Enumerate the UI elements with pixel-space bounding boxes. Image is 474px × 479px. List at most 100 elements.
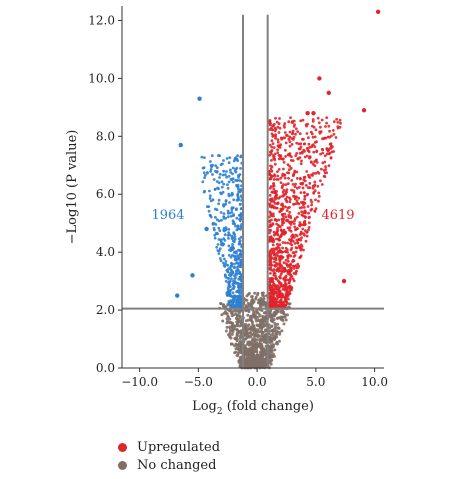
point-upregulated: [321, 151, 325, 155]
point-downregulated: [239, 212, 243, 216]
point-upregulated: [284, 183, 288, 187]
point-no-changed: [238, 316, 242, 320]
point-no-changed: [249, 357, 252, 361]
point-upregulated: [317, 195, 321, 198]
point-upregulated: [276, 233, 280, 237]
point-upregulated: [269, 224, 273, 228]
point-upregulated: [295, 234, 299, 238]
point-downregulated: [237, 264, 241, 268]
point-upregulated: [296, 157, 300, 161]
point-upregulated: [299, 255, 302, 259]
point-downregulated: [211, 198, 215, 202]
point-no-changed: [270, 358, 274, 362]
point-upregulated: [271, 124, 275, 127]
point-upregulated: [288, 200, 292, 204]
point-downregulated: [209, 160, 212, 163]
point-upregulated: [305, 230, 309, 234]
point-upregulated: [288, 278, 292, 282]
point-downregulated: [235, 251, 238, 255]
point-no-changed: [229, 336, 233, 340]
point-downregulated: [226, 183, 229, 187]
point-upregulated: [316, 116, 320, 120]
point-downregulated: [217, 219, 221, 223]
point-upregulated: [274, 258, 278, 262]
point-upregulated: [306, 205, 310, 208]
point-no-changed: [247, 361, 251, 365]
point-upregulated: [268, 173, 271, 177]
point-no-changed: [230, 342, 234, 346]
point-upregulated: [283, 122, 287, 125]
point-no-changed: [249, 352, 253, 356]
point-upregulated: [294, 182, 297, 186]
point-upregulated: [281, 268, 285, 272]
point-upregulated: [307, 216, 311, 220]
point-downregulated: [223, 265, 227, 268]
point-no-changed: [238, 364, 242, 368]
point-upregulated: [292, 125, 296, 128]
point-upregulated: [284, 303, 288, 307]
x-tick-label: 10.0: [361, 375, 388, 389]
point-downregulated: [217, 226, 221, 230]
point-no-changed: [255, 350, 259, 354]
point-upregulated: [292, 135, 296, 139]
point-downregulated: [217, 202, 221, 206]
point-upregulated: [275, 269, 279, 272]
point-downregulated: [232, 214, 235, 218]
point-upregulated: [282, 167, 285, 171]
point-downregulated: [233, 222, 237, 226]
point-upregulated: [268, 238, 271, 242]
point-upregulated: [277, 237, 280, 241]
point-no-changed: [274, 324, 277, 328]
point-upregulated: [291, 129, 295, 133]
point-upregulated: [276, 125, 280, 129]
point-upregulated: [308, 145, 312, 149]
point-upregulated: [312, 191, 316, 195]
point-downregulated: [221, 254, 225, 257]
point-downregulated: [227, 292, 231, 296]
point-downregulated: [234, 167, 238, 171]
point-downregulated: [228, 156, 232, 160]
point-upregulated: [285, 209, 289, 213]
point-upregulated: [301, 186, 305, 190]
point-downregulated: [220, 218, 223, 222]
point-upregulated: [307, 142, 311, 146]
point-no-changed: [257, 363, 261, 366]
point-upregulated: [301, 214, 305, 218]
point-upregulated: [319, 179, 322, 183]
point-upregulated: [291, 233, 295, 237]
point-no-changed: [221, 319, 225, 323]
downregulated-count-label: 1964: [151, 208, 184, 223]
point-downregulated: [239, 167, 242, 170]
point-no-changed: [253, 360, 257, 364]
point-upregulated: [313, 209, 317, 213]
point-upregulated: [274, 116, 277, 120]
point-downregulated: [232, 285, 236, 289]
point-upregulated: [298, 185, 301, 189]
point-upregulated: [278, 225, 282, 229]
point-downregulated: [227, 161, 231, 165]
point-upregulated: [268, 170, 271, 174]
point-downregulated: [214, 169, 217, 173]
point-upregulated: [283, 131, 287, 134]
point-upregulated: [276, 226, 279, 230]
point-downregulated: [208, 197, 212, 200]
point-upregulated: [303, 222, 307, 226]
point-upregulated: [291, 258, 295, 262]
point-upregulated: [323, 154, 327, 158]
point-no-changed: [230, 311, 234, 315]
point-upregulated: [281, 190, 285, 194]
point-upregulated: [273, 272, 277, 275]
point-upregulated: [286, 241, 290, 245]
point-upregulated: [299, 119, 303, 123]
point-upregulated: [269, 164, 272, 168]
point-downregulated: [202, 166, 206, 170]
point-no-changed: [262, 294, 266, 298]
point-upregulated: [303, 142, 307, 146]
point-upregulated: [300, 151, 304, 155]
point-upregulated: [311, 120, 315, 123]
point-downregulated: [228, 285, 232, 288]
point-downregulated: [218, 257, 222, 260]
point-no-changed: [256, 335, 260, 339]
point-upregulated: [332, 132, 336, 136]
point-upregulated: [288, 238, 291, 242]
